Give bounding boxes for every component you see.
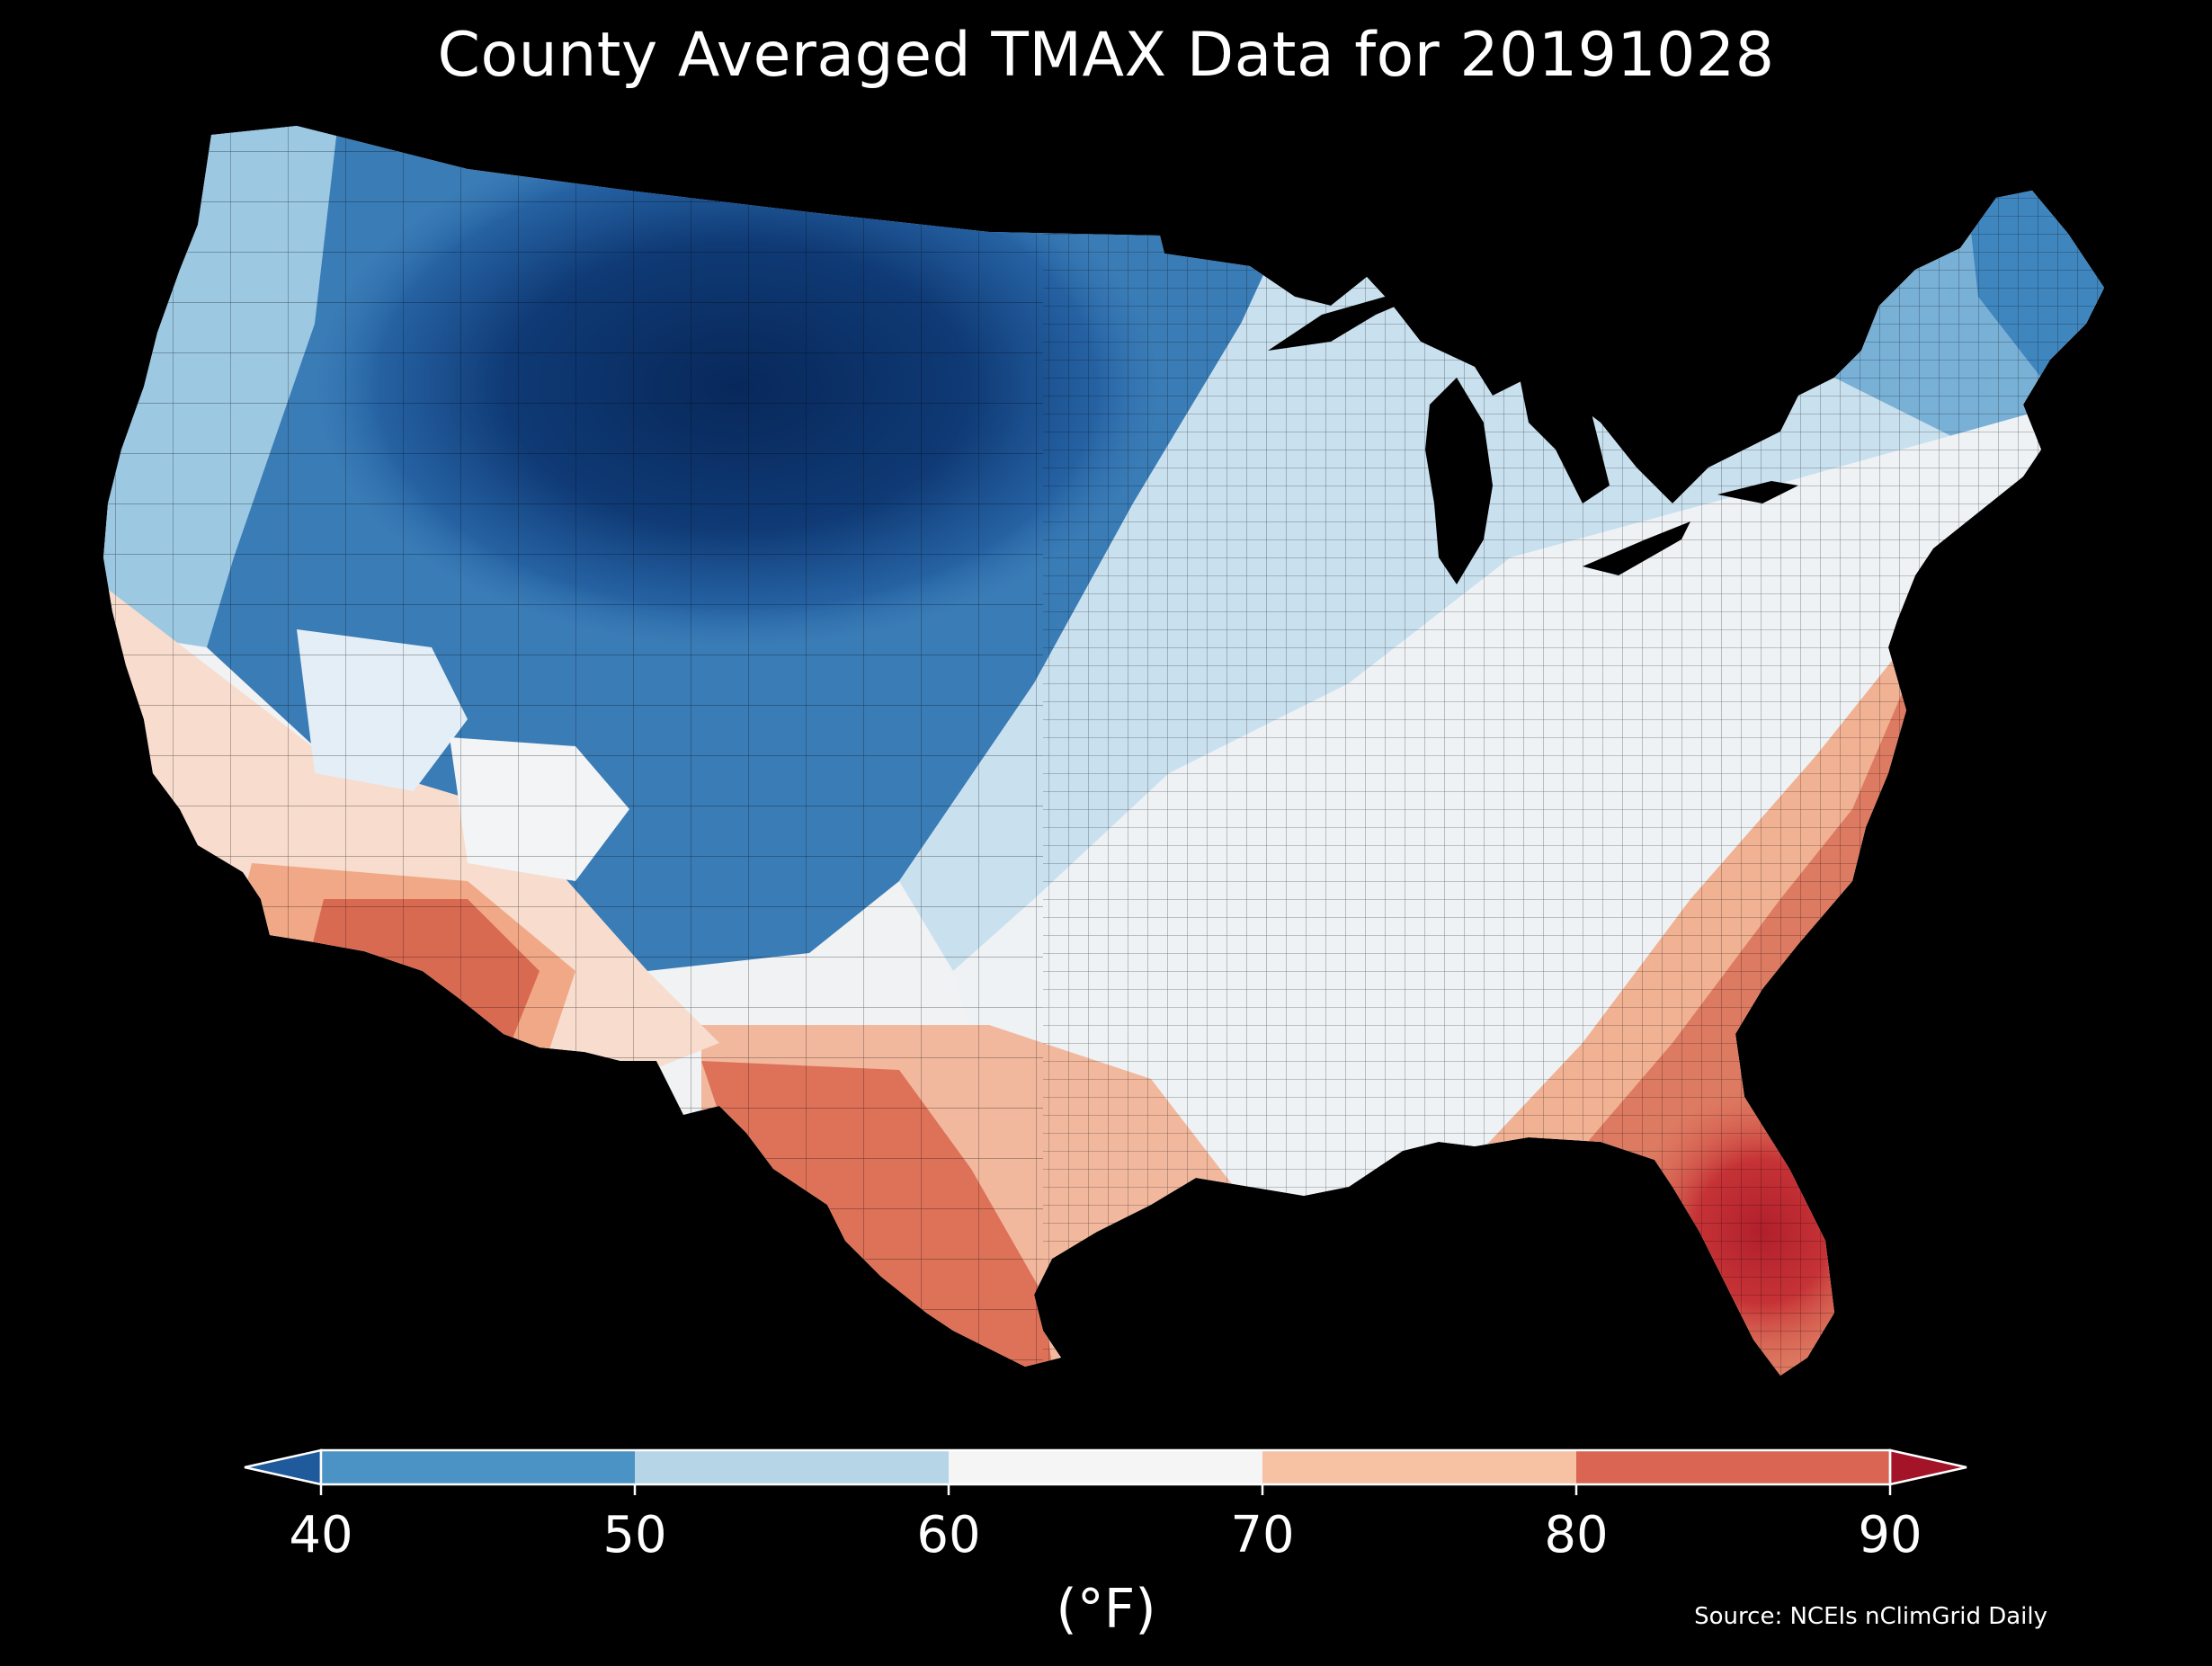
colorbar-bin-70-80 — [1262, 1450, 1576, 1484]
colorbar-frame — [319, 1448, 1892, 1486]
lake-huron — [1520, 369, 1610, 503]
colorbar-tick-label: 40 — [289, 1506, 353, 1564]
colorbar-bin-80-90 — [1576, 1450, 1890, 1484]
colorbar-tick-label: 80 — [1544, 1506, 1609, 1564]
colorbar-extend-low — [244, 1448, 323, 1486]
colorbar-unit-label: (°F) — [1056, 1578, 1156, 1641]
lake-ontario — [1717, 481, 1798, 503]
great-lakes — [1268, 288, 1798, 584]
lake-erie — [1583, 521, 1690, 575]
colorbar-bin-60-70 — [949, 1450, 1262, 1484]
colorbar-tick-label: 60 — [916, 1506, 981, 1564]
colorbar — [244, 1448, 1967, 1495]
source-credit: Source: NCEIs nClimGrid Daily — [1694, 1603, 2047, 1630]
colorbar-tick-label: 90 — [1858, 1506, 1922, 1564]
colorbar-extend-high — [1888, 1448, 1967, 1486]
colorbar-ticks — [319, 1484, 1892, 1495]
lake-michigan — [1425, 378, 1493, 584]
lake-superior — [1268, 288, 1439, 351]
colorbar-tick-label: 70 — [1230, 1506, 1295, 1564]
colorbar-bin-50-60 — [635, 1450, 949, 1484]
map-title: County Averaged TMAX Data for 20191028 — [437, 20, 1775, 91]
colorbar-tick-label: 50 — [602, 1506, 667, 1564]
colorbar-bin-40-50 — [321, 1450, 635, 1484]
